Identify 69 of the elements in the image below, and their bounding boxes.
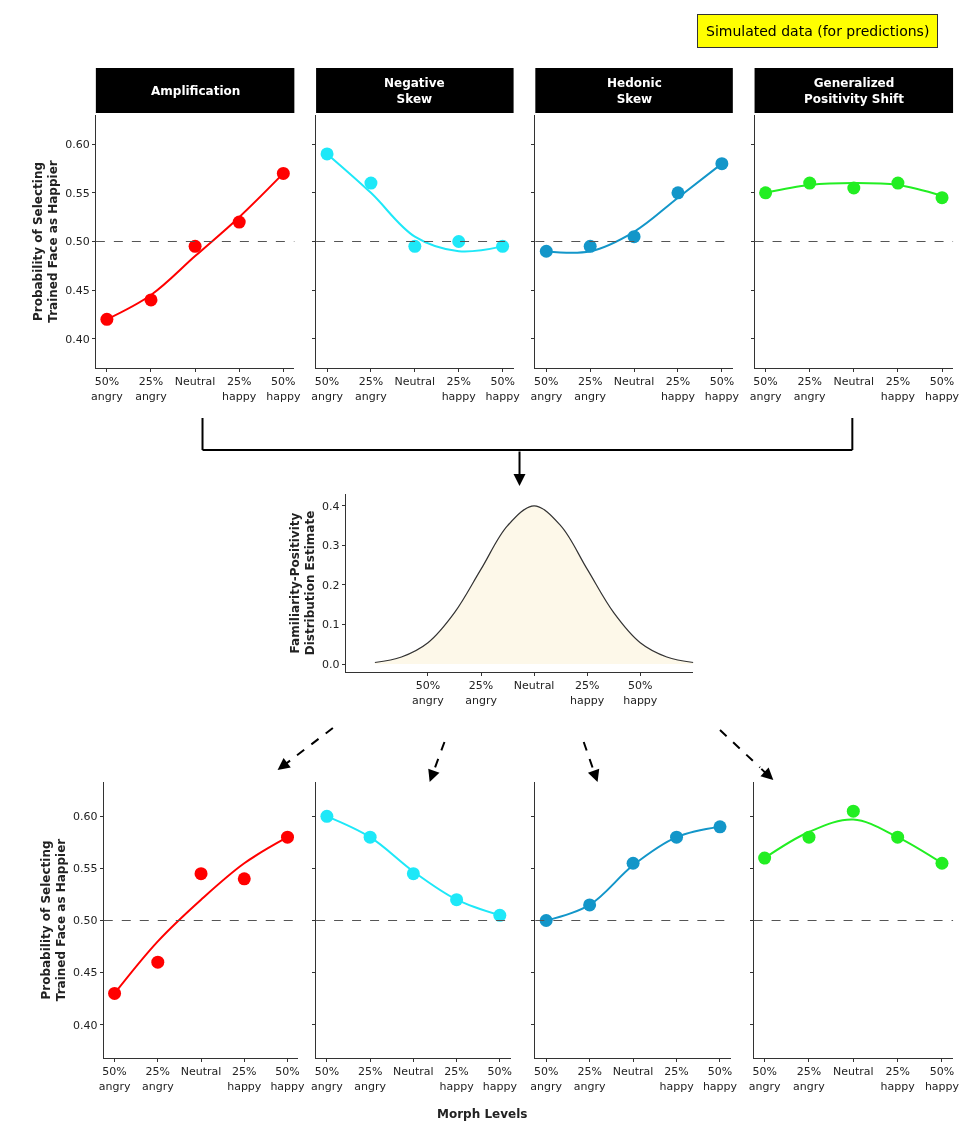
x-tick-label: 50% happy (623, 679, 658, 707)
x-tick-label: 25% angry (135, 375, 168, 403)
y-axis-title: Probability of Selecting Trained Face as Happier (38, 838, 69, 1002)
x-tick-label: 50% happy (702, 1065, 738, 1093)
y-tick-label: 0.60 (65, 138, 90, 152)
x-tick-label: 50% happy (482, 1065, 518, 1093)
x-tick-label: 50% angry (412, 679, 445, 707)
x-tick-label: 25% happy (439, 1065, 475, 1093)
x-tick-label: 25% happy (880, 375, 916, 403)
x-tick-label: 25% angry (574, 375, 607, 403)
y-tick-label: 0.4 (322, 499, 340, 513)
x-tick-label: Neutral (612, 1065, 654, 1079)
x-tick-label: 50% happy (270, 1065, 306, 1093)
x-tick-label: 25% happy (227, 1065, 262, 1093)
y-tick-label: 0.40 (65, 332, 90, 346)
x-tick-label: 25% angry (793, 1065, 826, 1093)
chart-title: Hedonic Skew (607, 76, 662, 106)
x-tick-label: Neutral (513, 679, 555, 693)
x-tick-label: 25% happy (570, 679, 605, 707)
x-tick-label: 50% happy (266, 375, 301, 403)
y-tick-label: 0.45 (65, 284, 90, 297)
x-tick-label: 25% angry (573, 1065, 606, 1093)
x-tick-label: 25% angry (355, 375, 388, 403)
x-tick-label: 25% angry (354, 1065, 387, 1093)
x-tick-label: Neutral (833, 375, 875, 389)
x-tick-label: 50% angry (91, 375, 124, 403)
y-tick-label: 0.40 (73, 1018, 98, 1032)
x-tick-label: 50% happy (924, 375, 960, 403)
y-tick-label: 0.0 (322, 657, 340, 671)
text: Simulated data (for predictions) (706, 23, 930, 39)
y-tick-label: 0.45 (73, 966, 98, 980)
y-axis-title: Probability of Selecting Trained Face as Happier (30, 160, 61, 323)
x-tick-label: 25% happy (441, 375, 477, 403)
y-axis-title: Familiarity-Positivity Distribution Estimate (287, 510, 318, 656)
x-tick-label: 25% angry (141, 1065, 175, 1093)
x-tick-label: Neutral (833, 1065, 874, 1079)
x-tick-label: 25% angry (465, 679, 498, 707)
chart-title: Negative Skew (384, 76, 445, 106)
x-tick-label: 50% angry (748, 1065, 781, 1093)
x-tick-label: Neutral (393, 1065, 434, 1079)
x-tick-label: 50% angry (530, 1065, 563, 1093)
x-tick-label: 50% angry (749, 375, 782, 403)
y-tick-label: 0.1 (322, 618, 340, 632)
y-tick-label: 0.55 (65, 186, 90, 200)
x-tick-label: 25% happy (659, 1065, 695, 1093)
y-tick-label: 0.60 (73, 810, 98, 824)
y-tick-label: 0.2 (322, 578, 340, 592)
x-tick-label: 50% happy (485, 375, 521, 403)
y-tick-label: 0.55 (73, 862, 98, 876)
x-tick-label: 50% happy (704, 375, 740, 403)
x-tick-label: 50% angry (311, 375, 344, 403)
x-tick-label: 25% happy (222, 375, 257, 403)
x-tick-label: 25% happy (880, 1065, 916, 1093)
y-tick-label: 0.50 (73, 914, 98, 928)
x-tick-label: 50% angry (530, 375, 563, 403)
x-tick-label: Neutral (613, 375, 655, 389)
y-tick-label: 0.3 (322, 539, 340, 553)
x-tick-label: 25% happy (660, 375, 696, 403)
x-tick-label: 50% happy (924, 1065, 960, 1093)
x-tick-label: Neutral (180, 1065, 222, 1079)
y-tick-label: 0.50 (65, 235, 90, 249)
x-tick-label: Neutral (394, 375, 436, 389)
x-tick-label: 50% angry (311, 1065, 344, 1093)
x-tick-label: 50% angry (98, 1065, 131, 1093)
chart-title: Generalized Positivity Shift (804, 76, 905, 106)
x-tick-label: Neutral (174, 375, 216, 389)
x-tick-label: 25% angry (793, 375, 827, 403)
chart-title: Amplification (151, 84, 241, 98)
x-axis-title: Morph Levels (437, 1107, 528, 1121)
